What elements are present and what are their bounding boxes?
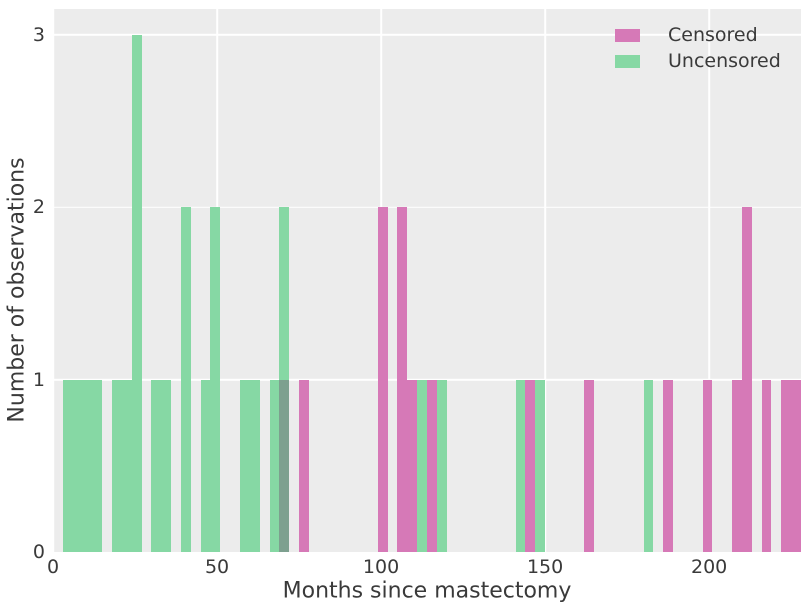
x-gridline — [708, 9, 710, 552]
bar-uncensored — [515, 379, 526, 552]
bar-uncensored — [131, 34, 142, 552]
bar-censored — [663, 379, 674, 552]
y-gridline — [53, 206, 801, 209]
bar-censored-uncensored-overlap — [279, 379, 290, 552]
x-tick-label: 200 — [690, 556, 728, 578]
bar-uncensored — [92, 379, 103, 552]
bar-uncensored — [535, 379, 546, 552]
bar-uncensored — [180, 207, 191, 552]
bar-uncensored — [121, 379, 132, 552]
bar-censored — [702, 379, 713, 552]
bar-uncensored — [643, 379, 654, 552]
bar-uncensored — [161, 379, 172, 552]
bar-censored — [781, 379, 792, 552]
bar-uncensored — [72, 379, 83, 552]
bar-uncensored — [200, 379, 211, 552]
bar-uncensored — [417, 379, 427, 552]
bar-uncensored — [269, 379, 280, 552]
legend: Censored Uncensored — [615, 22, 781, 75]
bar-censored — [761, 379, 772, 552]
legend-label-uncensored: Uncensored — [668, 50, 781, 73]
x-tick-label: 100 — [362, 556, 400, 578]
x-tick-label: 50 — [204, 556, 230, 578]
bar-censored — [525, 379, 536, 552]
x-gridline — [53, 9, 54, 552]
bar-censored — [397, 207, 408, 552]
y-tick-label: 1 — [32, 368, 45, 391]
bar-uncensored — [112, 379, 122, 552]
bar-censored — [741, 207, 752, 552]
legend-swatch-censored — [615, 28, 640, 42]
bar-censored — [732, 379, 742, 552]
bar-uncensored — [436, 379, 447, 552]
legend-swatch-uncensored — [615, 55, 640, 69]
bar-censored — [407, 379, 418, 552]
x-tick-labels: 0 50 100 150 200 — [47, 556, 801, 580]
bar-uncensored — [249, 379, 260, 552]
y-tick-label: 0 — [32, 541, 45, 563]
bar-censored — [299, 379, 309, 552]
x-gridline — [544, 9, 546, 552]
x-axis-label: Months since mastectomy — [282, 578, 572, 604]
y-tick-labels: 0 1 2 3 — [0, 9, 45, 563]
bar-censored — [584, 379, 595, 552]
bar-censored — [791, 379, 801, 552]
x-tick-label: 0 — [46, 556, 60, 578]
bar-uncensored — [240, 379, 250, 552]
legend-item-uncensored: Uncensored — [615, 49, 781, 76]
legend-label-censored: Censored — [668, 23, 758, 46]
bar-censored — [377, 207, 388, 552]
bar-uncensored — [151, 379, 162, 552]
plot-area: Censored Uncensored — [53, 9, 801, 552]
y-tick-label: 2 — [32, 196, 45, 219]
y-gridline — [53, 34, 801, 36]
bar-uncensored — [82, 379, 93, 552]
x-tick-label: 150 — [526, 556, 564, 578]
bar-censored — [427, 379, 437, 552]
y-tick-label: 3 — [32, 23, 45, 46]
legend-item-censored: Censored — [615, 22, 781, 49]
bar-uncensored — [210, 207, 221, 552]
bar-uncensored — [62, 379, 73, 552]
